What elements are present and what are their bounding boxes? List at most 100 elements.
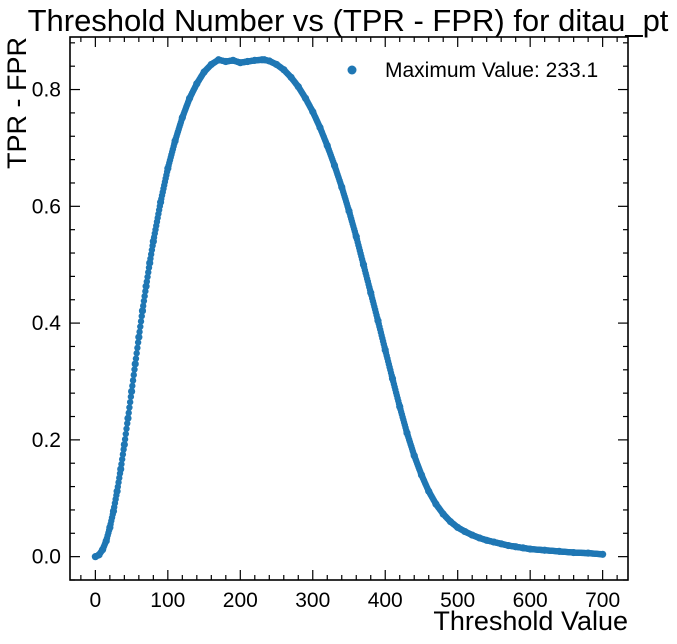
data-point — [483, 536, 491, 544]
data-point — [367, 289, 375, 297]
series-0 — [91, 56, 607, 561]
y-tick-label: 0.0 — [32, 546, 61, 569]
data-point — [599, 550, 607, 558]
data-point — [461, 527, 469, 536]
data-point — [137, 318, 145, 325]
legend-label: Maximum Value: 233.1 — [385, 59, 598, 82]
x-tick-label: 700 — [585, 589, 620, 612]
data-point — [119, 451, 127, 458]
data-point — [309, 108, 317, 116]
data-point — [287, 73, 295, 81]
data-point — [106, 523, 114, 532]
data-point — [118, 456, 126, 463]
data-point — [541, 546, 549, 554]
data-point — [102, 537, 110, 545]
data-point — [570, 548, 578, 557]
data-point — [490, 538, 498, 546]
data-point — [345, 207, 353, 215]
data-point — [146, 259, 154, 267]
data-point — [410, 452, 418, 460]
data-point — [129, 377, 137, 384]
data-point — [526, 545, 534, 553]
data-point — [164, 164, 172, 172]
data-point — [113, 487, 121, 495]
data-point — [99, 546, 107, 554]
x-tick-label: 200 — [223, 589, 258, 612]
data-point — [117, 465, 125, 473]
y-tick-label: 0.6 — [32, 195, 61, 218]
data-point — [316, 123, 324, 132]
data-point — [330, 161, 339, 170]
data-point — [185, 94, 194, 102]
data-point — [512, 543, 520, 551]
data-point — [454, 523, 462, 532]
data-point — [135, 333, 143, 341]
data-point — [222, 57, 230, 66]
data-point — [584, 549, 592, 557]
data-point — [214, 56, 223, 64]
data-point — [294, 83, 302, 91]
data-point — [504, 541, 513, 550]
data-point — [178, 113, 186, 122]
data-point — [142, 282, 150, 290]
data-point — [109, 507, 118, 515]
data-point — [124, 420, 131, 427]
data-point — [301, 94, 310, 102]
x-tick-label: 400 — [368, 589, 403, 612]
data-point — [446, 518, 455, 526]
data-point — [207, 60, 215, 69]
y-axis-label: TPR - FPR — [2, 37, 32, 169]
plot-frame — [69, 36, 629, 581]
data-point — [381, 346, 389, 354]
data-point — [475, 534, 484, 542]
legend-marker — [347, 65, 357, 75]
data-point — [432, 500, 440, 508]
data-point — [439, 510, 447, 518]
data-point — [134, 344, 141, 352]
data-point — [171, 137, 179, 145]
data-point — [131, 360, 139, 368]
data-point — [352, 233, 360, 241]
data-point — [138, 307, 147, 315]
data-point — [133, 350, 140, 357]
data-point — [121, 436, 129, 443]
data-point — [124, 414, 132, 422]
data-point — [280, 66, 288, 74]
x-tick-label: 100 — [150, 589, 185, 612]
data-point — [403, 429, 411, 437]
data-point — [359, 261, 368, 269]
data-point — [130, 371, 137, 379]
data-point — [243, 57, 252, 66]
x-tick-label: 600 — [513, 589, 548, 612]
data-point — [497, 540, 505, 548]
y-tick-label: 0.2 — [32, 429, 61, 452]
data-point — [140, 297, 148, 305]
axis-ticks: 0 100 200 300 400 500 600 700 0.0 0.2 0.4 0.6 0.8 — [32, 37, 628, 612]
data-point — [468, 531, 476, 539]
data-point — [141, 292, 148, 300]
x-tick-label: 500 — [440, 589, 475, 612]
data-point — [126, 398, 134, 406]
data-point — [137, 323, 144, 330]
chart-title: Threshold Number vs (TPR - FPR) for dita… — [28, 3, 669, 38]
y-tick-label: 0.8 — [32, 79, 61, 102]
data-point — [122, 430, 129, 438]
data-point — [127, 393, 135, 400]
x-tick-label: 0 — [90, 589, 102, 612]
data-point — [265, 57, 273, 65]
data-point — [425, 487, 433, 495]
data-point — [555, 547, 563, 555]
data-point — [131, 366, 138, 373]
data-point — [519, 544, 527, 552]
data-point — [374, 317, 382, 325]
data-point — [236, 59, 244, 67]
data-point — [132, 355, 140, 362]
data-point — [417, 471, 426, 479]
data-point — [272, 60, 281, 69]
data-point — [323, 142, 331, 150]
data-point — [229, 56, 237, 64]
data-point — [136, 328, 143, 336]
legend: Maximum Value: 233.1 — [347, 59, 598, 82]
x-axis-label: Threshold Value — [433, 606, 628, 636]
